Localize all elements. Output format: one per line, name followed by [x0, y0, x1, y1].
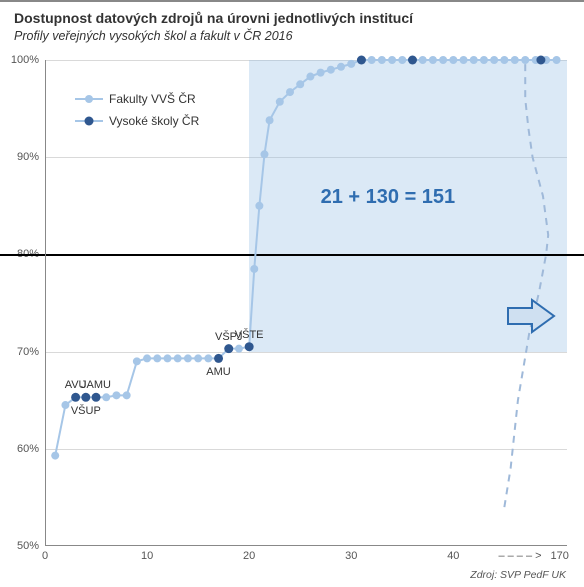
summary-annotation: 21 + 130 = 151	[321, 186, 456, 209]
point-label: VŠTE	[235, 329, 264, 341]
arrow-icon	[506, 298, 556, 334]
legend-item-series1: Fakulty VVŠ ČR	[75, 92, 199, 106]
point-label: AMU	[206, 366, 230, 378]
legend-item-series2: Vysoké školy ČR	[75, 114, 199, 128]
legend-swatch-series2	[75, 120, 103, 122]
point-label: JAMU	[81, 379, 111, 391]
legend: Fakulty VVŠ ČR Vysoké školy ČR	[75, 92, 199, 136]
legend-marker-series2	[85, 117, 94, 126]
legend-swatch-series1	[75, 98, 103, 100]
legend-marker-series1	[85, 95, 93, 103]
point-label: VŠUP	[71, 405, 101, 417]
legend-label-series1: Fakulty VVŠ ČR	[109, 92, 196, 106]
legend-label-series2: Vysoké školy ČR	[109, 114, 199, 128]
chart-svg	[0, 2, 584, 587]
source-attribution: Zdroj: SVP PedF UK	[470, 569, 566, 581]
chart-container: Dostupnost datových zdrojů na úrovni jed…	[0, 0, 584, 585]
